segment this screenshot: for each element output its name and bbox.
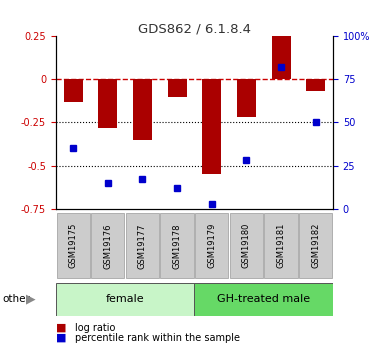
Text: log ratio: log ratio	[75, 323, 116, 333]
Text: GSM19178: GSM19178	[172, 223, 182, 268]
Text: GSM19175: GSM19175	[69, 223, 78, 268]
Bar	[202, 79, 221, 174]
Text: GSM19182: GSM19182	[311, 223, 320, 268]
Bar	[264, 213, 298, 278]
Text: other: other	[2, 294, 30, 304]
Bar	[91, 213, 124, 278]
Title: GDS862 / 6.1.8.4: GDS862 / 6.1.8.4	[138, 22, 251, 35]
Bar	[56, 283, 194, 316]
Text: ▶: ▶	[26, 293, 36, 306]
Text: GSM19176: GSM19176	[103, 223, 112, 268]
Bar	[161, 213, 194, 278]
Bar	[237, 79, 256, 117]
Bar	[133, 79, 152, 140]
Bar	[98, 79, 117, 128]
Text: GSM19181: GSM19181	[276, 223, 286, 268]
Text: GSM19177: GSM19177	[138, 223, 147, 268]
Text: GH-treated male: GH-treated male	[217, 294, 310, 304]
Bar	[230, 213, 263, 278]
Text: ■: ■	[56, 323, 66, 333]
Bar	[126, 213, 159, 278]
Text: GSM19180: GSM19180	[242, 223, 251, 268]
Bar	[299, 213, 332, 278]
Bar	[194, 283, 333, 316]
Text: ■: ■	[56, 333, 66, 343]
Text: female: female	[106, 294, 144, 304]
Bar	[306, 79, 325, 91]
Bar	[195, 213, 228, 278]
Bar	[57, 213, 90, 278]
Bar	[271, 36, 291, 79]
Bar	[64, 79, 83, 102]
Text: GSM19179: GSM19179	[207, 223, 216, 268]
Bar	[167, 79, 187, 97]
Text: percentile rank within the sample: percentile rank within the sample	[75, 333, 240, 343]
